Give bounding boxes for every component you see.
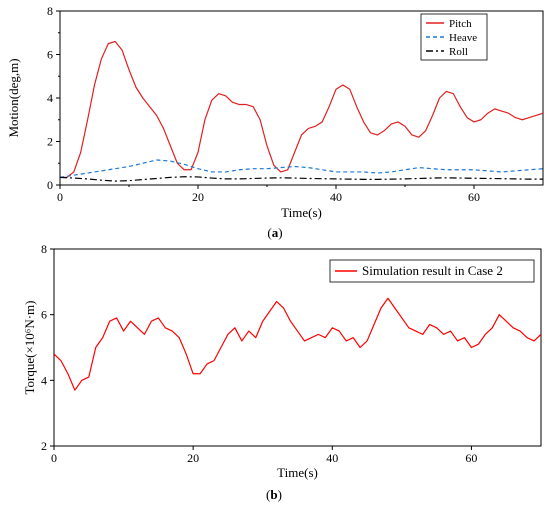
plot-frame: [53, 248, 542, 447]
panel-caption: (a): [267, 225, 282, 240]
x-tick-label: 20: [187, 451, 199, 465]
series-line-simulation-result-in-case-2: [54, 297, 541, 391]
y-tick-label: 6: [47, 48, 53, 62]
x-tick-label: 20: [192, 190, 204, 204]
y-tick-label: 0: [47, 178, 53, 192]
panel-caption: (b): [266, 487, 282, 502]
y-axis-label: Motion(deg,m): [6, 58, 21, 137]
y-tick-label: 8: [47, 4, 53, 18]
y-tick-label: 6: [41, 308, 47, 322]
chart-panel-b: 0 20 40 60 2 4 6 8 Time(s) Torque(×10⁶N·m) Simulat…: [22, 242, 542, 502]
y-tick-label: 2: [41, 439, 47, 453]
legend: Pitch Heave Roll: [420, 13, 488, 61]
x-tick-label: 0: [51, 451, 57, 465]
legend-box: [329, 259, 535, 283]
legend-label: Roll: [449, 46, 468, 58]
series-line-pitch: [60, 40, 543, 178]
legend-label: Pitch: [449, 18, 472, 30]
y-tick-label: 4: [41, 373, 47, 387]
x-axis-label: Time(s): [281, 205, 322, 220]
x-tick-label: 40: [330, 190, 342, 204]
legend-box: [420, 13, 488, 61]
y-tick-label: 4: [47, 91, 53, 105]
series-line-heave: [60, 159, 543, 178]
x-tick-label: 0: [57, 190, 63, 204]
y-tick-label: 8: [41, 242, 47, 256]
x-tick-label: 60: [468, 190, 480, 204]
series-line-roll: [60, 176, 543, 182]
x-tick-label: 40: [326, 451, 338, 465]
legend: Simulation result in Case 2: [329, 259, 535, 283]
x-axis-label: Time(s): [277, 465, 318, 480]
legend-label: Heave: [449, 32, 477, 44]
y-axis-label: Torque(×10⁶N·m): [22, 301, 37, 395]
chart-panel-a: 0 20 40 60 0 2 4 6 8 Time(s) Motion(deg,m) Pitch Hea…: [6, 4, 544, 240]
y-tick-label: 2: [47, 135, 53, 149]
x-tick-label: 60: [465, 451, 477, 465]
legend-label: Simulation result in Case 2: [362, 263, 503, 278]
